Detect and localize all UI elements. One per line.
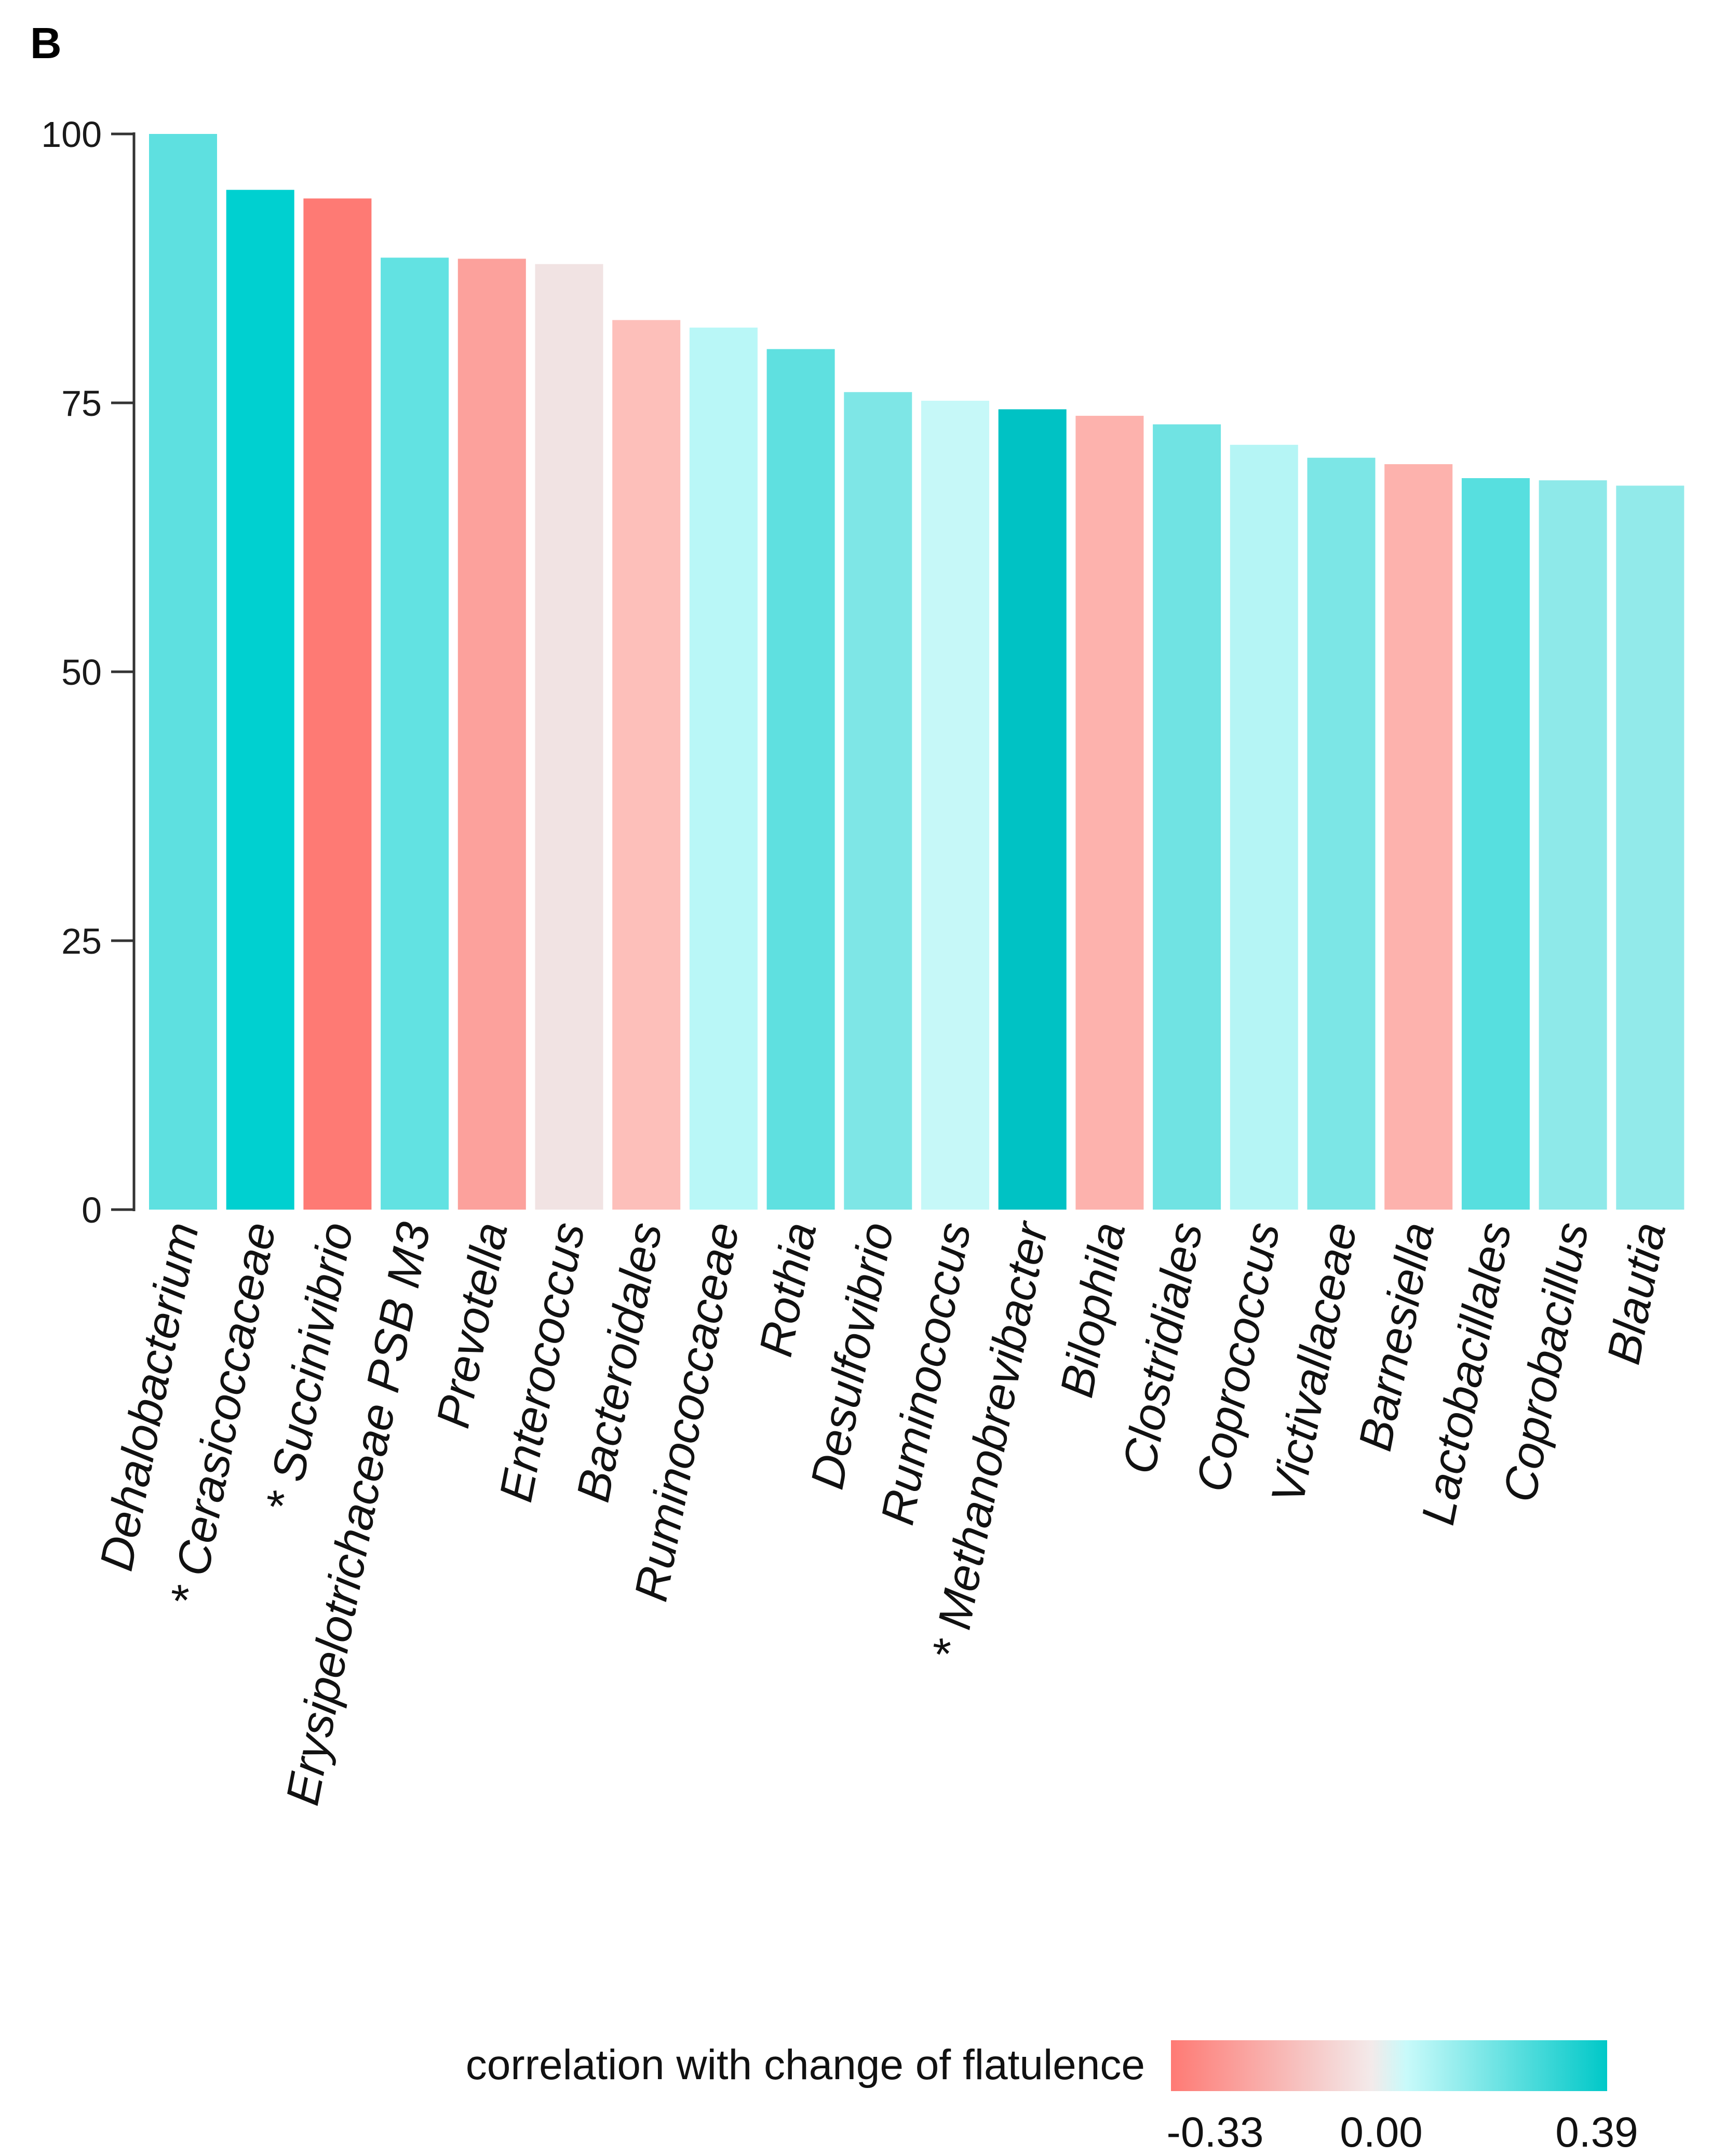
bar	[998, 409, 1067, 1210]
x-category-label: Barnesiella	[1349, 1218, 1444, 1455]
bar	[844, 392, 912, 1210]
bar	[689, 328, 758, 1210]
legend-max-label: 0.39	[1555, 2109, 1638, 2156]
x-category-label: Bilophila	[1050, 1218, 1135, 1402]
bar	[457, 259, 526, 1210]
bar	[226, 189, 294, 1210]
bar	[766, 349, 835, 1210]
x-axis-labels: Dehalobacterium* Cerasicoccaceae* Succin…	[90, 1217, 1676, 1810]
legend-title: correlation with change of flatulence	[466, 2041, 1145, 2089]
x-category-label: Blautia	[1598, 1218, 1676, 1368]
bar	[1616, 485, 1685, 1210]
bar	[1075, 415, 1144, 1210]
x-category-label: Rothia	[750, 1218, 827, 1361]
bar	[612, 320, 681, 1210]
bar	[921, 400, 989, 1210]
bar	[1307, 457, 1376, 1210]
panel-label: B	[30, 19, 62, 67]
y-tick-label: 75	[61, 383, 102, 424]
bar	[381, 257, 449, 1210]
bar	[1461, 478, 1530, 1210]
y-tick-label: 0	[82, 1190, 102, 1230]
bar	[1153, 424, 1221, 1210]
y-axis: 0 25 50 75 100	[41, 114, 136, 1230]
legend-mid-label: 0.00	[1340, 2109, 1423, 2156]
color-legend: correlation with change of flatulence -0…	[466, 2040, 1638, 2156]
bar	[149, 134, 217, 1210]
legend-min-label: -0.33	[1167, 2109, 1264, 2156]
bar	[1230, 444, 1298, 1210]
bars-group	[149, 134, 1685, 1210]
y-tick-label: 50	[61, 652, 102, 693]
y-tick-label: 25	[61, 921, 102, 961]
bar	[535, 264, 603, 1210]
y-tick-label: 100	[41, 114, 102, 155]
bar	[303, 198, 372, 1210]
legend-colorbar	[1171, 2040, 1607, 2091]
bar	[1539, 480, 1607, 1210]
bar	[1384, 464, 1453, 1210]
x-category-label: Prevotella	[427, 1218, 518, 1432]
